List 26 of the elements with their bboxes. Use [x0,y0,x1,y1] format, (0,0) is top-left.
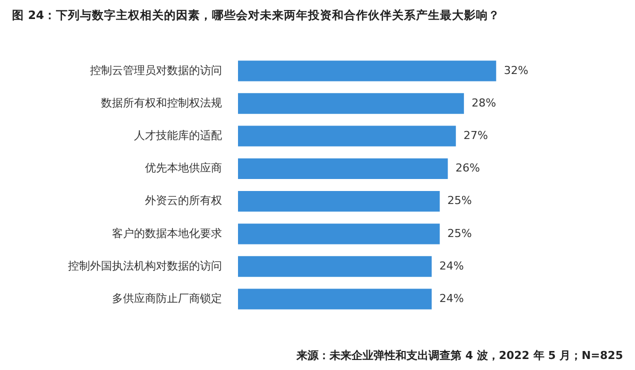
source-note: 来源：未来企业弹性和支出调查第 4 波，2022 年 5 月；N=825 [296,348,623,363]
y-tick-label: 客户的数据本地化要求 [112,226,222,240]
bar [238,288,432,310]
chart-title: 图 24：下列与数字主权相关的因素，哪些会对未来两年投资和合作伙伴关系产生最大影响？ [12,8,500,23]
bar [238,126,456,146]
data-label: 25% [447,226,472,240]
y-tick-label: 人才技能库的适配 [134,128,222,142]
data-label: 27% [464,128,488,142]
y-tick-label: 多供应商防止厂商锁定 [112,292,222,305]
data-label: 28% [472,96,496,110]
bar [238,190,440,212]
data-label: 25% [447,194,472,208]
data-label: 24% [439,292,464,305]
bar [238,60,496,82]
bar [238,93,464,114]
y-tick-label: 数据所有权和控制权法规 [101,96,222,110]
bar [238,158,448,180]
y-tick-label: 优先本地供应商 [145,162,222,175]
bar [238,256,432,277]
data-label: 24% [439,259,464,272]
y-tick-label: 外资云的所有权 [145,194,222,208]
data-label: 32% [504,64,528,77]
bar [238,224,440,244]
y-tick-label: 控制云管理员对数据的访问 [90,64,222,77]
data-label: 26% [455,162,480,175]
y-tick-label: 控制外国执法机构对数据的访问 [68,259,222,272]
